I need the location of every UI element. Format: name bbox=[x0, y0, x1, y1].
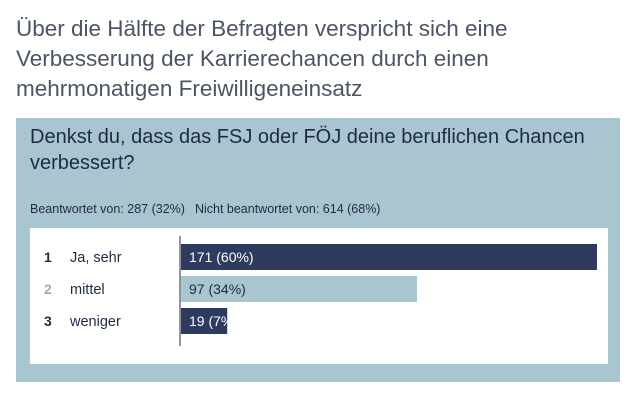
bar bbox=[181, 276, 417, 302]
bar bbox=[181, 244, 597, 270]
value-label: 19 (7%) bbox=[189, 313, 238, 329]
headline: Über die Hälfte der Befragten verspricht… bbox=[16, 16, 508, 101]
category-label: mittel bbox=[70, 282, 105, 298]
rank-number: 1 bbox=[44, 249, 52, 265]
bar bbox=[181, 308, 228, 334]
not-answered-count: Nicht beantwortet von: 614 (68%) bbox=[194, 202, 381, 216]
rank-number: 3 bbox=[44, 313, 52, 329]
value-label: 97 (34%) bbox=[189, 281, 246, 297]
results-bar-chart: 1 Ja, sehr 171 (60%) 2 mittel 97 (34%) 3 wenige… bbox=[44, 236, 597, 346]
answered-count: Beantwortet von: 287 (32%) bbox=[30, 202, 185, 216]
survey-question: Denkst du, dass das FSJ oder FÖJ deine b… bbox=[30, 126, 585, 174]
results-card: 1 Ja, sehr 171 (60%) 2 mittel 97 (34%) 3 wenige… bbox=[30, 228, 608, 364]
survey-panel: Denkst du, dass das FSJ oder FÖJ deine b… bbox=[16, 118, 620, 382]
rank-number: 2 bbox=[44, 281, 52, 297]
response-stats: Beantwortet von: 287 (32%) Nicht beantwor… bbox=[30, 202, 380, 216]
category-label: weniger bbox=[69, 314, 121, 330]
category-label: Ja, sehr bbox=[70, 250, 122, 266]
value-label: 171 (60%) bbox=[189, 249, 254, 265]
